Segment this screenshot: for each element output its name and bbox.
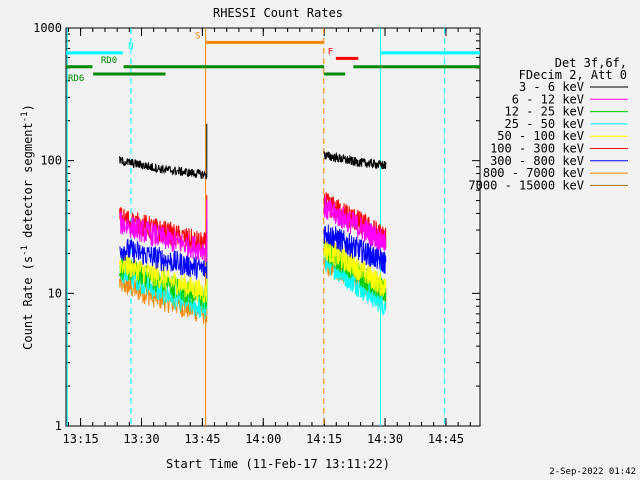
- flag-label: S: [195, 31, 200, 41]
- flag-label: RD0: [101, 56, 117, 66]
- x-tick-label: 14:45: [428, 432, 464, 446]
- x-tick-label: 13:15: [63, 432, 99, 446]
- legend-label: 7000 - 15000 keV: [468, 178, 584, 192]
- y-axis-label: Count Rate (s-1 detector segment-1): [20, 104, 35, 350]
- legend-label: 25 - 50 keV: [505, 117, 584, 131]
- legend-header-line-1: Det 3f,6f,: [555, 56, 627, 70]
- series-line-6-12keV: [119, 200, 208, 262]
- chart-title: RHESSI Count Rates: [213, 6, 343, 20]
- y-tick-label: 100: [40, 154, 62, 168]
- legend-label: 100 - 300 keV: [490, 142, 584, 156]
- x-tick-label: 14:00: [245, 432, 281, 446]
- legend-label: 12 - 25 keV: [505, 105, 584, 119]
- y-axis-label-part-3: detector segment: [21, 122, 35, 245]
- flag-label: F: [328, 47, 333, 57]
- flag-label: RD6: [68, 74, 84, 84]
- y-tick-label: 1000: [33, 21, 62, 35]
- x-tick-label: 14:15: [306, 432, 342, 446]
- x-axis-label: Start Time (11-Feb-17 13:11:22): [166, 457, 390, 471]
- legend-label: 800 - 7000 keV: [483, 166, 584, 180]
- series-line-3-6keV: [323, 151, 387, 170]
- y-axis-label-part-5: ): [21, 104, 35, 111]
- legend-label: 50 - 100 keV: [497, 129, 584, 143]
- legend-header-line-2: FDecim 2, Att 0: [519, 68, 627, 82]
- y-tick-label: 10: [48, 286, 62, 300]
- footer-timestamp: 2-Sep-2022 01:42: [549, 467, 636, 477]
- flag-label: N: [128, 42, 133, 52]
- series-line-3-6keV: [119, 123, 208, 180]
- series-line-6-12keV: [323, 197, 387, 252]
- legend-label: 3 - 6 keV: [519, 80, 584, 94]
- series-line-300-800keV: [119, 219, 208, 280]
- legend-label: 6 - 12 keV: [512, 92, 584, 106]
- x-tick-label: 13:45: [184, 432, 220, 446]
- y-axis-label-part-2: -1: [20, 245, 30, 256]
- x-tick-label: 14:30: [367, 432, 403, 446]
- series-line-50-100keV: [119, 242, 208, 304]
- x-tick-label: 13:30: [123, 432, 159, 446]
- y-axis-label-part-1: Count Rate (s: [21, 256, 35, 350]
- y-tick-label: 1: [55, 419, 62, 433]
- y-axis-label-part-4: -1: [20, 111, 30, 122]
- plot-frame: [65, 27, 481, 427]
- series-line-300-800keV: [323, 224, 387, 275]
- legend-label: 300 - 800 keV: [490, 154, 584, 168]
- series-line-50-100keV: [323, 239, 387, 297]
